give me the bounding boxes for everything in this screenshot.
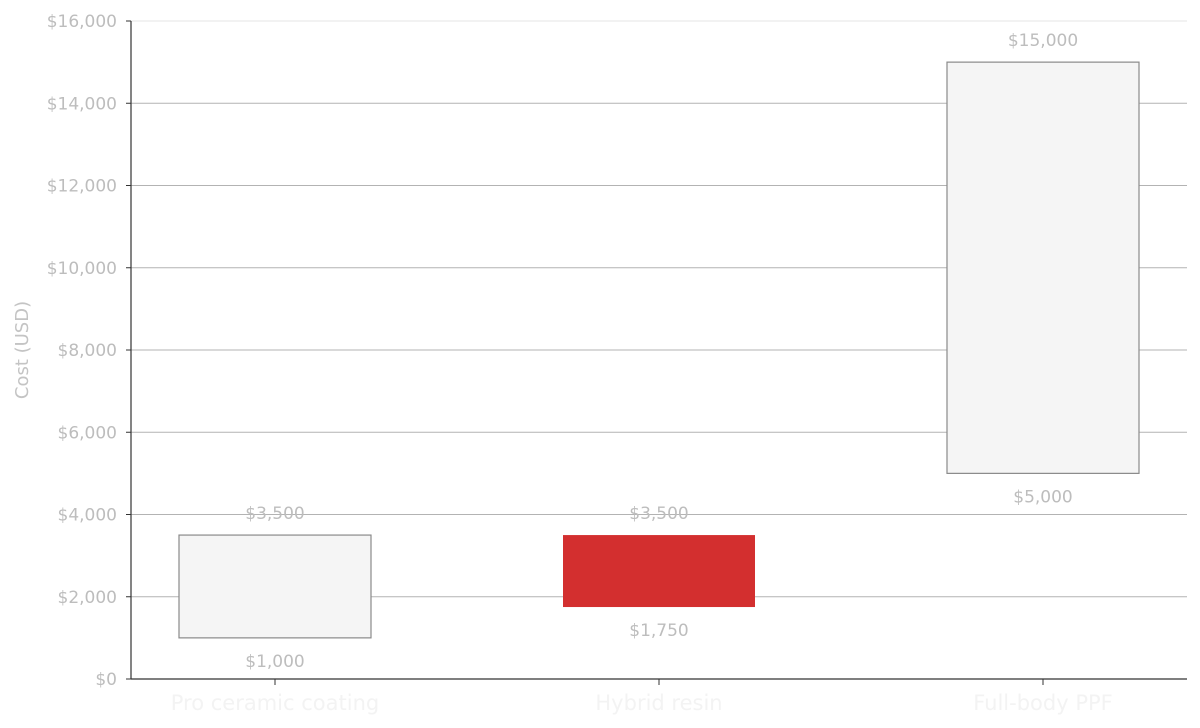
x-tick-label: Hybrid resin [595,691,722,715]
y-tick-label: $0 [95,670,117,690]
range-bar [946,61,1140,474]
range-bar [563,535,755,608]
y-axis-title: Cost (USD) [12,301,33,399]
x-tick-label: Pro ceramic coating [171,691,379,715]
low-value-label: $1,000 [245,652,304,672]
x-tick-label: Full-body PPF [973,691,1113,715]
gridlines [131,20,1187,598]
x-tick-labels: Pro ceramic coating Hybrid resin Full-body… [171,679,1113,715]
low-value-label: $5,000 [1013,487,1072,507]
y-tick-label: $10,000 [47,259,117,279]
y-tick-label: $4,000 [58,506,117,526]
y-tick-label: $6,000 [58,423,117,443]
y-tick-label: $2,000 [58,588,117,608]
low-value-label: $1,750 [629,621,688,641]
high-value-label: $3,500 [629,504,688,524]
y-tick-label: $12,000 [47,177,117,197]
y-tick-label: $16,000 [47,12,117,32]
y-tick-labels: $0 $2,000 $4,000 $6,000 $8,000 $10,000 $12,000… [47,12,131,690]
y-tick-label: $8,000 [58,341,117,361]
bars [178,61,1140,639]
high-value-label: $15,000 [1008,31,1078,51]
y-tick-label: $14,000 [47,94,117,114]
range-bar [178,534,372,639]
data-labels: $3,500 $1,000 $3,500 $1,750 $15,000 $5,000 [245,31,1078,672]
high-value-label: $3,500 [245,504,304,524]
